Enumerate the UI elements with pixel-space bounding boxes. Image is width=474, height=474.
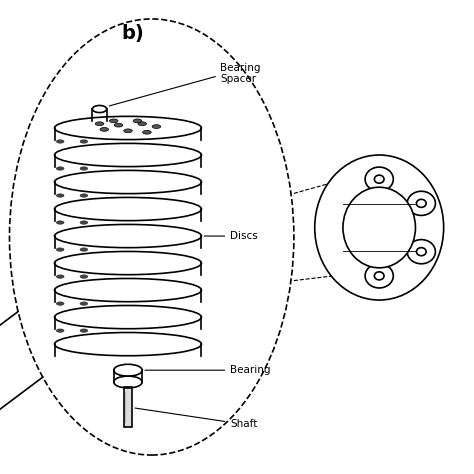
Ellipse shape [100, 128, 109, 131]
Ellipse shape [407, 240, 436, 264]
Ellipse shape [55, 333, 201, 356]
Ellipse shape [80, 140, 88, 143]
Ellipse shape [56, 167, 64, 170]
Ellipse shape [343, 187, 415, 268]
Ellipse shape [138, 122, 146, 126]
Ellipse shape [417, 199, 426, 207]
Ellipse shape [114, 123, 123, 127]
Text: b): b) [121, 24, 144, 43]
Ellipse shape [56, 302, 64, 305]
Ellipse shape [80, 221, 88, 224]
Text: Bearing
Spacer: Bearing Spacer [220, 63, 261, 84]
Text: Discs: Discs [230, 231, 258, 241]
Ellipse shape [407, 191, 436, 215]
Ellipse shape [55, 306, 201, 329]
Ellipse shape [80, 194, 88, 197]
Ellipse shape [55, 117, 201, 140]
Ellipse shape [55, 225, 201, 247]
Text: Shaft: Shaft [230, 419, 257, 429]
Ellipse shape [143, 130, 151, 134]
Ellipse shape [56, 275, 64, 278]
Ellipse shape [55, 198, 201, 221]
Ellipse shape [315, 155, 444, 300]
Text: Bearing: Bearing [230, 365, 270, 375]
Ellipse shape [365, 264, 393, 288]
Ellipse shape [80, 248, 88, 251]
Ellipse shape [56, 248, 64, 251]
Ellipse shape [124, 129, 132, 133]
Ellipse shape [109, 119, 118, 123]
Ellipse shape [55, 144, 201, 167]
Ellipse shape [56, 140, 64, 143]
Ellipse shape [92, 106, 107, 113]
Ellipse shape [56, 194, 64, 197]
Ellipse shape [133, 119, 142, 123]
Ellipse shape [95, 122, 104, 126]
Ellipse shape [80, 167, 88, 170]
Ellipse shape [374, 272, 384, 280]
Ellipse shape [365, 167, 393, 191]
Ellipse shape [80, 275, 88, 278]
FancyBboxPatch shape [124, 387, 132, 427]
Ellipse shape [56, 221, 64, 224]
Ellipse shape [80, 329, 88, 332]
Ellipse shape [56, 329, 64, 332]
Ellipse shape [417, 247, 426, 256]
Ellipse shape [114, 365, 142, 376]
Ellipse shape [80, 302, 88, 305]
Ellipse shape [55, 279, 201, 302]
Ellipse shape [152, 125, 161, 128]
Ellipse shape [55, 171, 201, 194]
Ellipse shape [374, 175, 384, 183]
Ellipse shape [55, 252, 201, 275]
